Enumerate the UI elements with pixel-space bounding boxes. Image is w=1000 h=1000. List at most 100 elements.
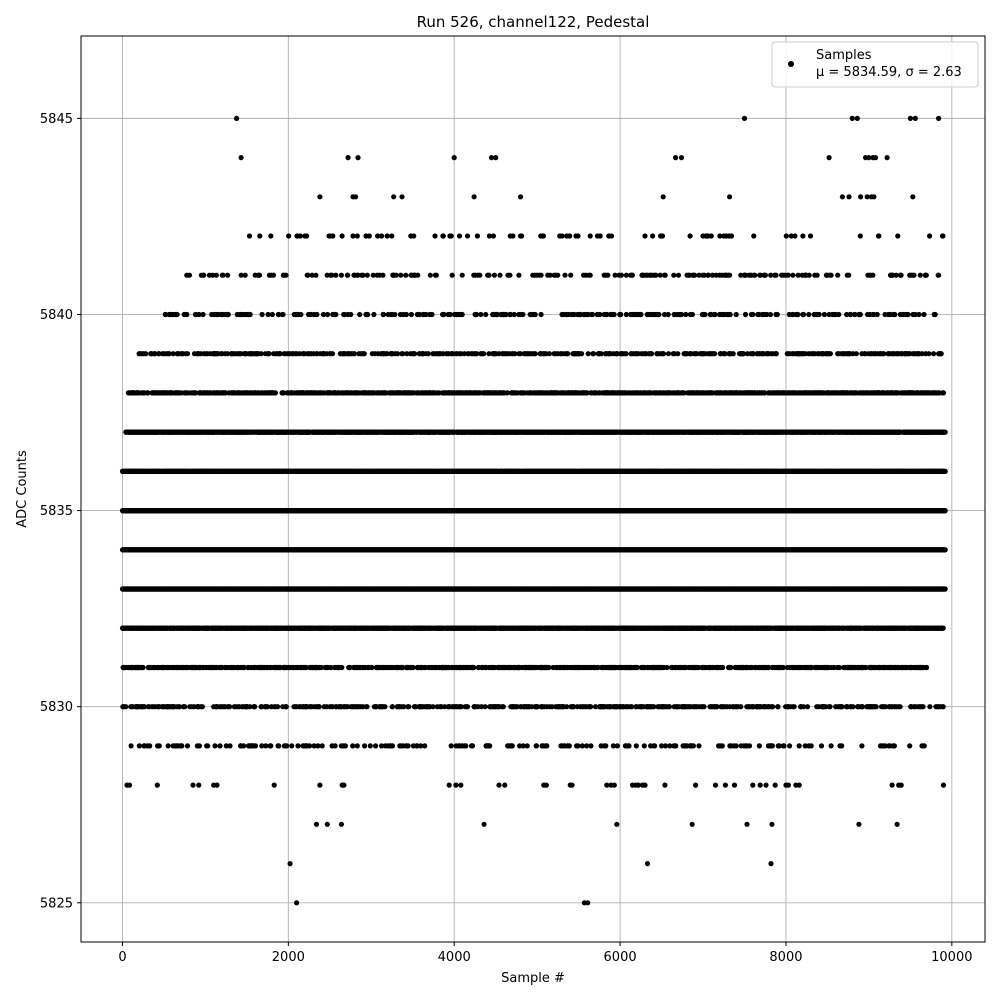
data-point (701, 704, 707, 710)
data-point (775, 704, 781, 710)
data-point (850, 704, 856, 710)
data-point (571, 704, 577, 710)
data-point (520, 743, 526, 749)
data-point (756, 743, 763, 749)
data-point (141, 704, 147, 710)
data-point (389, 743, 396, 749)
data-point (673, 743, 679, 749)
data-point (136, 743, 142, 749)
data-point (227, 704, 233, 710)
data-point (500, 704, 506, 710)
data-point (544, 743, 550, 749)
data-point (791, 704, 797, 710)
data-point (533, 743, 540, 749)
data-point (920, 704, 926, 710)
data-point (339, 664, 345, 671)
data-point (802, 743, 808, 749)
data-point (652, 743, 658, 749)
data-point (478, 704, 484, 710)
data-point (641, 743, 647, 749)
data-point (268, 743, 274, 749)
data-point (418, 743, 424, 749)
data-point (882, 704, 889, 710)
data-point (382, 704, 388, 710)
data-point (921, 743, 927, 749)
data-point (289, 743, 295, 749)
data-point (882, 743, 888, 749)
data-point (389, 704, 396, 710)
data-point (448, 743, 454, 749)
data-point (179, 743, 185, 749)
data-point (316, 704, 322, 710)
data-point (464, 704, 471, 710)
data-point (534, 704, 541, 710)
data-point (182, 704, 188, 710)
data-point (719, 743, 725, 749)
data-point (367, 743, 373, 749)
data-point (566, 743, 572, 749)
data-point (891, 743, 898, 749)
data-point (458, 704, 464, 710)
data-point (720, 664, 726, 671)
data-point (907, 743, 913, 749)
data-point (770, 704, 776, 710)
data-point (524, 743, 530, 749)
data-point (315, 743, 321, 749)
data-point (469, 743, 476, 749)
data-point (584, 743, 590, 749)
data-point (588, 743, 594, 749)
data-point (212, 743, 218, 749)
data-point (588, 704, 594, 710)
data-point (217, 743, 223, 749)
data-point (223, 743, 229, 749)
data-point (839, 743, 845, 749)
data-point (827, 704, 833, 710)
data-point (264, 704, 270, 710)
data-point (769, 743, 776, 749)
data-point (342, 743, 348, 749)
data-points (119, 115, 948, 906)
data-point (776, 743, 782, 749)
data-point (808, 743, 814, 749)
data-point (667, 743, 673, 749)
data-point (247, 704, 253, 710)
data-point (592, 704, 599, 710)
data-point (924, 664, 930, 671)
data-point (781, 743, 787, 749)
data-point (633, 743, 639, 749)
data-point (442, 704, 448, 710)
data-point (614, 743, 621, 749)
data-point (252, 704, 258, 710)
data-point (364, 704, 370, 710)
data-point (405, 743, 411, 749)
data-point (860, 704, 866, 710)
data-point (714, 704, 720, 710)
data-point (184, 743, 191, 749)
data-point (332, 743, 338, 749)
data-point (796, 743, 802, 749)
data-point (373, 743, 379, 749)
data-point (626, 743, 632, 749)
data-point (350, 743, 356, 749)
data-point (284, 743, 290, 749)
data-point (406, 704, 412, 710)
data-point (275, 704, 281, 710)
data-point (414, 743, 420, 749)
data-point (422, 743, 428, 749)
data-point (690, 743, 697, 749)
data-point (123, 704, 129, 710)
data-point (165, 743, 171, 749)
data-point (828, 743, 834, 749)
data-point (401, 704, 407, 710)
data-point (603, 743, 609, 749)
data-point (295, 743, 301, 749)
data-point (283, 704, 289, 710)
data-point (196, 743, 202, 749)
data-point (487, 743, 493, 749)
data-point (276, 743, 282, 749)
data-point (430, 704, 436, 710)
data-point (804, 704, 811, 710)
data-point (839, 704, 845, 710)
